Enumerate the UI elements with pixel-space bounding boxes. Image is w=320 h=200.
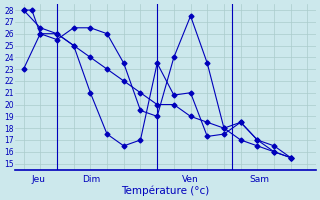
- Text: Jeu: Jeu: [32, 175, 46, 184]
- Text: Sam: Sam: [249, 175, 269, 184]
- X-axis label: Température (°c): Température (°c): [121, 185, 210, 196]
- Text: Dim: Dim: [82, 175, 100, 184]
- Text: Ven: Ven: [182, 175, 199, 184]
